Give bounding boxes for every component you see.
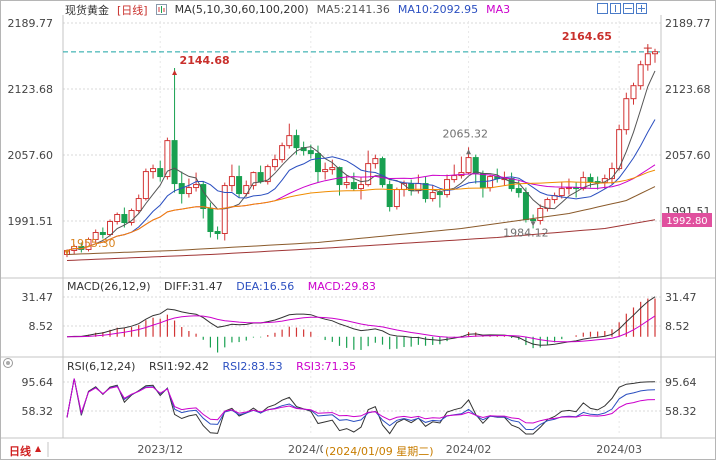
svg-text:1984.12: 1984.12 xyxy=(503,226,548,239)
svg-text:8.52: 8.52 xyxy=(29,320,54,333)
ma-settings-label: MA(5,10,30,60,100,200) xyxy=(174,3,309,16)
rsi-panel-header: RSI(6,12,24) RSI1:92.42 RSI2:83.53 RSI3:… xyxy=(67,360,366,373)
period-dropdown-icon[interactable]: ▲ xyxy=(35,444,42,453)
svg-text:2189.77: 2189.77 xyxy=(665,17,711,30)
macd-label: MACD(26,12,9) xyxy=(67,280,151,293)
svg-text:2065.32: 2065.32 xyxy=(443,127,489,140)
x-axis-label: 2024/03 xyxy=(596,443,642,456)
layout-split-vertical-icon[interactable] xyxy=(610,3,621,14)
x-axis-label: 2024/02 xyxy=(445,443,492,456)
panel-collapse-icon[interactable] xyxy=(3,358,13,368)
svg-text:8.52: 8.52 xyxy=(665,320,690,333)
rsi-label: RSI(6,12,24) xyxy=(67,360,136,373)
svg-text:2189.77: 2189.77 xyxy=(8,17,54,30)
rsi3-value: RSI3:71.35 xyxy=(296,360,357,373)
indicator-settings-icon[interactable] xyxy=(155,4,167,15)
macd-hist-value: MACD:29.83 xyxy=(307,280,376,293)
svg-text:95.64: 95.64 xyxy=(665,376,697,389)
x-axis-label: 2023/12 xyxy=(137,443,184,456)
layout-grid-icon[interactable] xyxy=(636,3,647,14)
rsi1-value: RSI1:92.42 xyxy=(148,360,210,373)
svg-text:2144.68: 2144.68 xyxy=(180,54,230,67)
symbol-label: 现货黄金 xyxy=(65,3,109,17)
svg-text:2164.65: 2164.65 xyxy=(562,30,612,43)
x-axis-label: 2024/01 xyxy=(287,443,334,456)
svg-text:2123.68: 2123.68 xyxy=(8,83,54,96)
svg-text:58.32: 58.32 xyxy=(22,405,54,418)
layout-full-icon[interactable] xyxy=(597,3,608,14)
rsi2-value: RSI2:83.53 xyxy=(222,360,283,373)
svg-text:1955.30: 1955.30 xyxy=(70,237,116,250)
layout-toolbar xyxy=(597,3,647,14)
svg-text:31.47: 31.47 xyxy=(22,291,54,304)
ma30-value-truncated: MA3 xyxy=(486,3,511,16)
macd-diff-value: DIFF:31.47 xyxy=(164,280,223,293)
macd-dea-value: DEA:16.56 xyxy=(236,280,295,293)
svg-text:1991.51: 1991.51 xyxy=(8,215,54,228)
svg-text:95.64: 95.64 xyxy=(22,376,54,389)
ma10-value: MA10:2092.95 xyxy=(397,3,479,16)
svg-text:2057.60: 2057.60 xyxy=(665,149,711,162)
layout-split-horizontal-icon[interactable] xyxy=(623,3,634,14)
period-selector[interactable]: 日线 xyxy=(9,445,31,458)
time-axis: 日线 ▲ (2024/01/09 星期二) 2023/12 2024/01 2024… xyxy=(1,439,715,459)
svg-text:1992.80: 1992.80 xyxy=(666,216,707,227)
svg-text:2123.68: 2123.68 xyxy=(665,83,711,96)
macd-panel-header: MACD(26,12,9) DIFF:31.47 DEA:16.56 MACD:… xyxy=(67,280,386,293)
chart-header: 现货黄金 [日线] MA(5,10,30,60,100,200) MA5:214… xyxy=(65,2,518,17)
crosshair-date-label: (2024/01/09 星期二) xyxy=(323,443,436,459)
svg-text:31.47: 31.47 xyxy=(665,291,697,304)
ma5-value: MA5:2141.36 xyxy=(316,3,390,16)
period-label[interactable]: [日线] xyxy=(117,3,148,17)
svg-text:2057.60: 2057.60 xyxy=(8,149,54,162)
svg-text:58.32: 58.32 xyxy=(665,405,697,418)
